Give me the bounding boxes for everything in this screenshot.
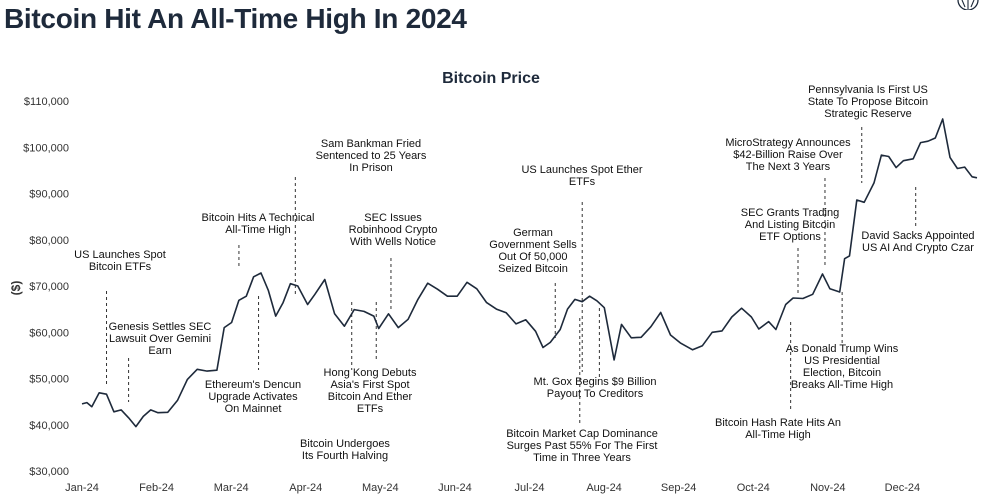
annotation-text: Asia's First Spot (330, 379, 409, 391)
x-tick-label: Oct-24 (737, 482, 770, 494)
annotation-text: Bitcoin And Ether (328, 391, 413, 403)
annotation-text: US Presidential (804, 355, 880, 367)
annotation-text: Earn (148, 345, 171, 357)
annotation-text: Hong Kong Debuts (324, 367, 417, 379)
y-axis-ticks: $30,000 $40,000 $50,000 $60,000 $70,000 $80,0… (23, 96, 69, 478)
annotation-text: State To Propose Bitcoin (808, 96, 928, 108)
x-tick-label: Jun-24 (438, 482, 472, 494)
annotation-text: Ethereum's Dencun (205, 379, 301, 391)
y-tick-label: $110,000 (24, 96, 69, 108)
x-tick-label: Jul-24 (515, 482, 545, 494)
x-tick-label: Sep-24 (661, 482, 696, 494)
annotation-text: Breaks All-Time High (791, 379, 893, 391)
annotation-text: All-Time High (745, 429, 811, 441)
page-headline: Bitcoin Hit An All-Time High In 2024 (4, 3, 467, 34)
annotation-text: $42-Billion Raise Over (733, 149, 843, 161)
event-annotation: MicroStrategy Announces$42-Billion Raise… (725, 137, 851, 268)
y-axis-label: ($) (9, 281, 23, 296)
annotation-text: Upgrade Activates (208, 391, 298, 403)
y-tick-label: $50,000 (29, 374, 69, 386)
x-tick-label: Jan-24 (65, 482, 99, 494)
annotation-text: Government Sells (489, 239, 577, 251)
x-tick-label: Feb-24 (139, 482, 174, 494)
annotation-text: Bitcoin Undergoes (300, 438, 390, 450)
chart-title: Bitcoin Price (442, 70, 540, 87)
y-tick-label: $100,000 (23, 142, 69, 154)
annotation-text: All-Time High (225, 224, 291, 236)
annotation-text: Sam Bankman Fried (321, 138, 421, 150)
annotation-text: SEC Issues (364, 212, 422, 224)
annotation-text: As Donald Trump Wins (786, 343, 899, 355)
annotation-text: Genesis Settles SEC (109, 321, 212, 333)
y-tick-label: $70,000 (29, 281, 69, 293)
x-tick-label: Dec-24 (885, 482, 920, 494)
annotation-text: Strategic Reserve (824, 108, 911, 120)
annotation-text: Pennsylvania Is First US (808, 84, 928, 96)
annotation-text: MicroStrategy Announces (725, 137, 851, 149)
annotation-text: US Launches Spot Ether (521, 164, 642, 176)
annotation-text: ETFs (357, 403, 384, 415)
annotation-text: Robinhood Crypto (349, 224, 438, 236)
annotation-text: Its Fourth Halving (302, 450, 388, 462)
logo-icon (957, 0, 979, 10)
x-tick-label: May-24 (362, 482, 399, 494)
annotation-text: The Next 3 Years (746, 161, 831, 173)
annotation-text: Lawsuit Over Gemini (109, 333, 211, 345)
annotation-text: Bitcoin Hash Rate Hits An (715, 417, 841, 429)
y-tick-label: $30,000 (29, 466, 69, 478)
x-tick-label: Nov-24 (810, 482, 845, 494)
annotation-text: Sentenced to 25 Years (316, 150, 427, 162)
annotation-text: German (513, 227, 553, 239)
annotation-text: Payout To Creditors (547, 388, 644, 400)
annotation-text: ETF Options (759, 231, 821, 243)
annotation-text: On Mainnet (225, 403, 282, 415)
bitcoin-price-line (81, 118, 978, 428)
annotation-text: Out Of 50,000 (498, 251, 567, 263)
x-axis-ticks: Jan-24 Feb-24 Mar-24 Apr-24 May-24 Jun-24 Jul-… (65, 482, 920, 494)
annotation-text: SEC Grants Trading (741, 207, 839, 219)
annotation-text: Time in Three Years (533, 452, 631, 464)
x-tick-label: Mar-24 (214, 482, 249, 494)
x-tick-label: Apr-24 (289, 482, 322, 494)
annotation-text: Election, Bitcoin (803, 367, 881, 379)
annotation-text: Bitcoin Market Cap Dominance (506, 428, 658, 440)
annotation-text: Surges Past 55% For The First (507, 440, 658, 452)
annotation-text: Seized Bitcoin (498, 263, 568, 275)
annotation-text: With Wells Notice (350, 236, 436, 248)
annotation-text: David Sacks Appointed (861, 230, 974, 242)
annotation-text: Mt. Gox Begins $9 Billion (534, 376, 657, 388)
annotation-text: US AI And Crypto Czar (862, 242, 974, 254)
y-tick-label: $60,000 (29, 327, 69, 339)
y-tick-label: $80,000 (29, 235, 69, 247)
annotation-text: Bitcoin Hits A Technical (202, 212, 315, 224)
annotation-text: Bitcoin ETFs (89, 261, 152, 273)
x-tick-label: Aug-24 (586, 482, 621, 494)
y-tick-label: $90,000 (29, 189, 69, 201)
annotation-text: US Launches Spot (74, 249, 166, 261)
annotation-text: And Listing Bitcoin (745, 219, 836, 231)
annotation-text: In Prison (349, 162, 392, 174)
annotation-text: ETFs (569, 176, 596, 188)
y-tick-label: $40,000 (29, 420, 69, 432)
